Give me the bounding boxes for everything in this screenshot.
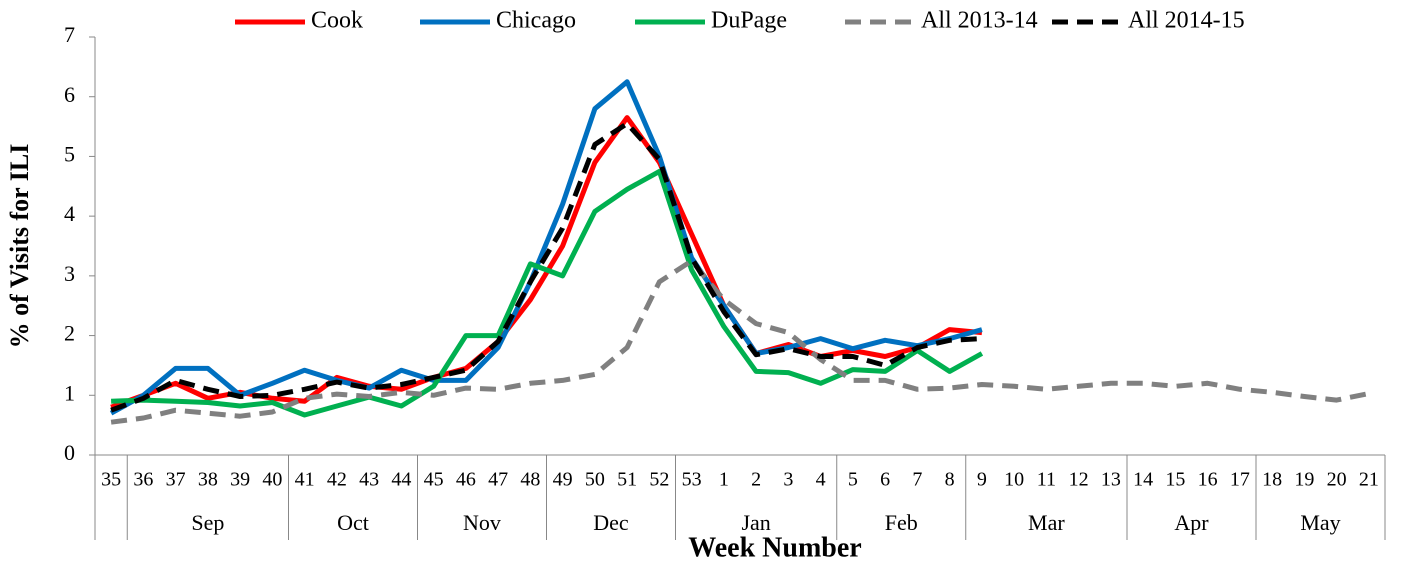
x-tick-label: 15: [1165, 469, 1185, 491]
x-tick-label: 47: [488, 469, 508, 491]
y-tick-label: 2: [64, 321, 75, 346]
x-tick-label: 52: [649, 469, 669, 491]
group-label: Apr: [1174, 510, 1209, 535]
x-tick-label: 3: [783, 469, 793, 491]
group-label: May: [1300, 510, 1340, 535]
x-tick-label: 40: [262, 469, 282, 491]
y-tick-label: 4: [64, 201, 75, 226]
y-tick-label: 6: [64, 82, 75, 107]
x-tick-label: 46: [456, 469, 476, 491]
x-tick-label: 45: [424, 469, 444, 491]
group-label: Sep: [191, 510, 224, 535]
legend-label: All 2014-15: [1128, 8, 1245, 34]
series-line: [110, 258, 1370, 425]
x-tick-label: 49: [553, 469, 573, 491]
y-axis-title: % of Visits for ILI: [5, 144, 34, 349]
y-tick-label: 0: [64, 440, 75, 465]
group-label: Jan: [741, 510, 770, 535]
series-line: [109, 79, 983, 416]
x-tick-label: 19: [1294, 469, 1314, 491]
x-tick-label: 2: [751, 469, 761, 491]
x-tick-label: 7: [912, 469, 922, 491]
x-tick-label: 38: [198, 469, 218, 491]
legend-label: DuPage: [711, 8, 787, 34]
x-tick-label: 18: [1262, 469, 1282, 491]
legend-label: All 2013-14: [921, 8, 1038, 34]
x-tick-label: 48: [520, 469, 540, 491]
series-line: [110, 115, 983, 410]
x-tick-label: 36: [133, 469, 153, 491]
x-tick-label: 39: [230, 469, 250, 491]
y-tick-label: 7: [64, 22, 75, 47]
x-tick-label: 13: [1101, 469, 1121, 491]
series-line: [111, 168, 984, 418]
x-tick-label: 11: [1037, 469, 1056, 491]
x-tick-label: 12: [1069, 469, 1089, 491]
x-tick-label: 5: [848, 469, 858, 491]
x-tick-label: 41: [295, 469, 315, 491]
x-tick-label: 20: [1327, 469, 1347, 491]
series-line: [110, 121, 983, 413]
y-tick-label: 1: [64, 380, 75, 405]
group-label: Oct: [337, 510, 369, 535]
x-tick-label: 16: [1198, 469, 1218, 491]
x-tick-label: 42: [327, 469, 347, 491]
x-tick-label: 35: [101, 469, 121, 491]
x-axis-title: Week Number: [688, 532, 861, 563]
x-tick-label: 1: [719, 469, 729, 491]
group-label: Feb: [885, 510, 918, 535]
x-tick-label: 4: [816, 469, 826, 491]
y-tick-label: 5: [64, 141, 75, 166]
group-label: Mar: [1028, 510, 1065, 535]
x-tick-label: 53: [682, 469, 702, 491]
x-tick-label: 21: [1359, 469, 1379, 491]
legend-label: Cook: [311, 8, 363, 34]
x-tick-label: 44: [391, 469, 411, 491]
y-tick-label: 3: [64, 261, 75, 286]
legend-label: Chicago: [496, 8, 576, 34]
x-tick-label: 43: [359, 469, 379, 491]
x-tick-label: 17: [1230, 469, 1250, 491]
x-tick-label: 14: [1133, 469, 1153, 491]
x-tick-label: 51: [617, 469, 637, 491]
x-tick-label: 8: [945, 469, 955, 491]
group-label: Dec: [593, 510, 629, 535]
group-label: Nov: [463, 510, 501, 535]
x-tick-label: 6: [880, 469, 890, 491]
x-tick-label: 9: [977, 469, 987, 491]
x-tick-label: 10: [1004, 469, 1024, 491]
x-tick-label: 50: [585, 469, 605, 491]
x-tick-label: 37: [166, 469, 186, 491]
